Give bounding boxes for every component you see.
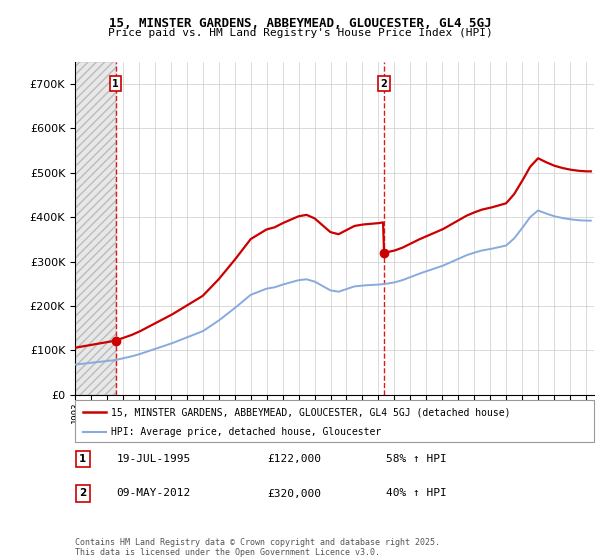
Text: 15, MINSTER GARDENS, ABBEYMEAD, GLOUCESTER, GL4 5GJ (detached house): 15, MINSTER GARDENS, ABBEYMEAD, GLOUCEST… xyxy=(112,407,511,417)
Text: £122,000: £122,000 xyxy=(267,454,321,464)
Text: 1: 1 xyxy=(112,79,119,89)
Text: HPI: Average price, detached house, Gloucester: HPI: Average price, detached house, Glou… xyxy=(112,427,382,437)
Text: 58% ↑ HPI: 58% ↑ HPI xyxy=(386,454,447,464)
Text: 19-JUL-1995: 19-JUL-1995 xyxy=(116,454,191,464)
Text: Price paid vs. HM Land Registry's House Price Index (HPI): Price paid vs. HM Land Registry's House … xyxy=(107,28,493,38)
Text: 15, MINSTER GARDENS, ABBEYMEAD, GLOUCESTER, GL4 5GJ: 15, MINSTER GARDENS, ABBEYMEAD, GLOUCEST… xyxy=(109,17,491,30)
FancyBboxPatch shape xyxy=(75,400,594,442)
Text: 40% ↑ HPI: 40% ↑ HPI xyxy=(386,488,447,498)
Text: £320,000: £320,000 xyxy=(267,488,321,498)
Text: 09-MAY-2012: 09-MAY-2012 xyxy=(116,488,191,498)
Text: 2: 2 xyxy=(380,79,388,89)
Text: 1: 1 xyxy=(79,454,86,464)
Text: 2: 2 xyxy=(79,488,86,498)
Text: Contains HM Land Registry data © Crown copyright and database right 2025.
This d: Contains HM Land Registry data © Crown c… xyxy=(75,538,440,557)
